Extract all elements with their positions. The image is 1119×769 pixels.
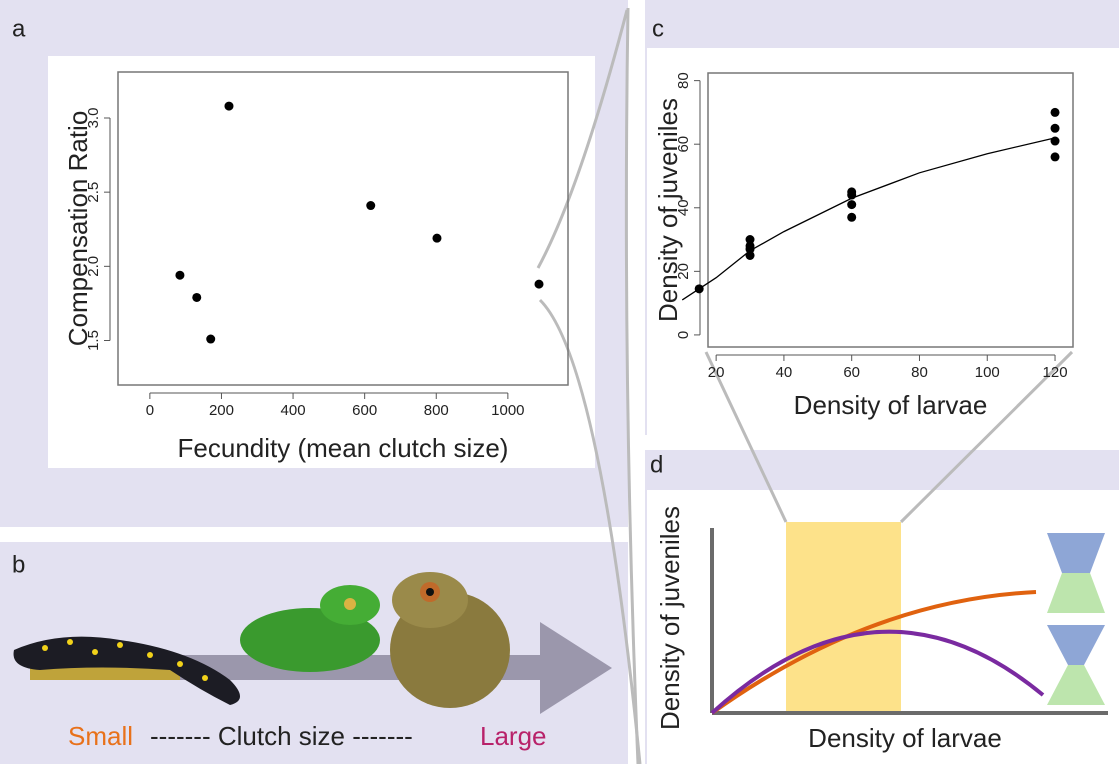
divider <box>624 7 640 765</box>
point <box>745 250 755 260</box>
connector <box>899 350 1074 524</box>
x-tick-label: 400 <box>281 402 306 419</box>
point <box>206 334 216 344</box>
point <box>175 270 185 280</box>
x-tick-label: 200 <box>209 402 234 419</box>
y-tick-label: 80 <box>675 72 692 89</box>
point <box>745 244 755 254</box>
point <box>745 235 755 245</box>
connector <box>704 351 788 523</box>
x-tick-label: 60 <box>843 364 860 381</box>
panel-label: d <box>650 451 663 478</box>
point <box>847 200 857 210</box>
point <box>1050 107 1060 117</box>
plot-frame <box>117 71 569 386</box>
compensating-curve <box>710 590 1037 715</box>
y-tick-label: 0 <box>675 331 692 339</box>
x-tick-label: 100 <box>975 364 1000 381</box>
small-label: Small <box>68 721 133 751</box>
fit-line <box>681 137 1056 301</box>
x-tick-label: 600 <box>352 402 377 419</box>
hourglass-icons <box>1047 533 1105 705</box>
point <box>224 101 234 111</box>
point <box>432 233 442 243</box>
x-tick-label: 20 <box>708 364 725 381</box>
illustration <box>13 572 612 714</box>
panel-c-card <box>647 48 1119 435</box>
panel-label: c <box>652 15 664 42</box>
x-tick-label: 0 <box>146 402 154 419</box>
connector <box>536 9 629 269</box>
y-tick-label: 2.5 <box>85 182 102 203</box>
x-axis-title: Fecundity (mean clutch size) <box>178 433 509 463</box>
point <box>847 212 857 222</box>
axes <box>710 528 1108 715</box>
connector <box>538 298 642 765</box>
point <box>534 279 544 289</box>
panel-label: a <box>12 15 26 42</box>
y-axis-title: Compensation Ratio <box>63 111 93 347</box>
x-tick-label: 80 <box>911 364 928 381</box>
overcompensating-curve <box>710 629 1045 715</box>
point <box>366 201 376 211</box>
clutch-size-label: ------- Clutch size ------- <box>150 721 413 751</box>
y-tick-label: 60 <box>675 136 692 153</box>
large-label: Large <box>480 721 547 751</box>
y-axis-title: Density of juveniles <box>653 98 683 322</box>
y-axis-title: Density of juveniles <box>655 506 685 730</box>
x-axis-title: Density of larvae <box>808 723 1002 753</box>
x-tick-label: 40 <box>776 364 793 381</box>
y-tick-label: 1.5 <box>85 330 102 351</box>
x-tick-label: 1000 <box>491 402 524 419</box>
y-tick-label: 20 <box>675 263 692 280</box>
y-tick-label: 2.0 <box>85 256 102 277</box>
panel-a-card <box>48 56 595 468</box>
x-axis-title: Density of larvae <box>794 390 988 420</box>
plot-frame <box>707 72 1074 348</box>
x-tick-label: 800 <box>424 402 449 419</box>
point <box>192 292 202 302</box>
y-tick-label: 3.0 <box>85 108 102 129</box>
panel-label: b <box>12 551 25 578</box>
y-tick-label: 40 <box>675 199 692 216</box>
point <box>1050 123 1060 133</box>
point <box>1050 152 1060 162</box>
x-tick-label: 120 <box>1043 364 1068 381</box>
highlight-band <box>786 522 901 713</box>
